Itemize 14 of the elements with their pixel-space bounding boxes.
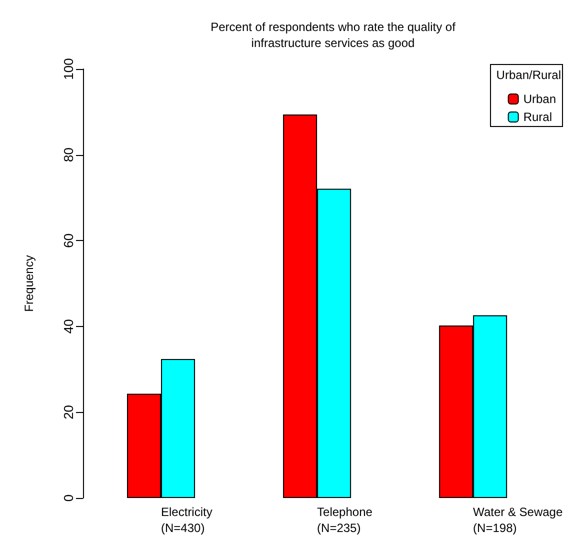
legend-label: Urban bbox=[523, 92, 556, 106]
x-tick-label: Water & Sewage (N=198) bbox=[473, 505, 563, 535]
y-tick-label: 0 bbox=[61, 494, 76, 502]
y-tick-label: 20 bbox=[61, 404, 76, 420]
y-tick-label: 80 bbox=[61, 148, 76, 162]
legend-label: Rural bbox=[523, 110, 552, 124]
x-tick-label: Telephone (N=235) bbox=[317, 505, 373, 535]
chart-title: Percent of respondents who rate the quality of infrastructure services as good bbox=[210, 20, 456, 50]
x-tick-label: Electricity (N=430) bbox=[161, 505, 212, 535]
y-tick-label: 40 bbox=[61, 319, 76, 334]
legend-title: Urban/Rural bbox=[496, 68, 562, 82]
y-tick-label: 100 bbox=[61, 58, 76, 80]
y-axis-title: Frequency bbox=[22, 255, 36, 312]
y-tick-label: 60 bbox=[61, 233, 76, 248]
